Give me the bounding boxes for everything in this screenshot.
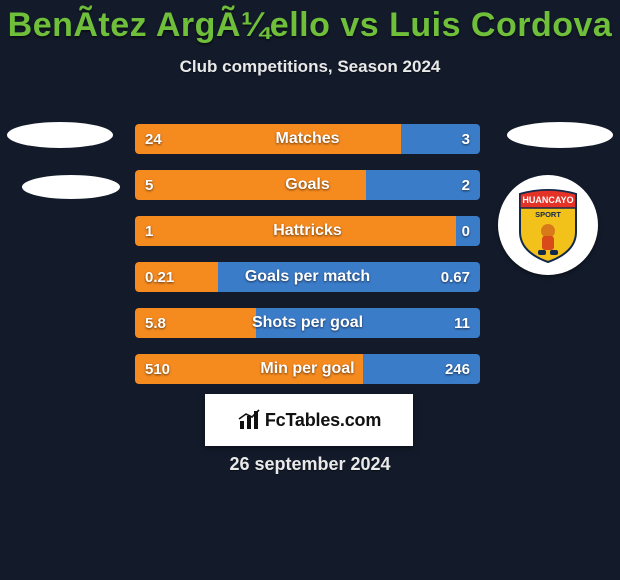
stat-row: Matches243 (135, 124, 480, 154)
stat-row: Goals per match0.210.67 (135, 262, 480, 292)
stat-row: Hattricks10 (135, 216, 480, 246)
ellipse-flag (507, 122, 613, 148)
crest-top-text: HUANCAYO (522, 195, 573, 205)
brand-box[interactable]: FcTables.com (205, 394, 413, 446)
stat-row: Goals52 (135, 170, 480, 200)
left-club-crest (22, 175, 120, 199)
bar-left (135, 170, 366, 200)
bar-right (401, 124, 480, 154)
right-club-crest: HUANCAYO SPORT (498, 175, 598, 275)
bar-left (135, 262, 218, 292)
bar-right (456, 216, 480, 246)
bar-right (256, 308, 480, 338)
ellipse-flag (7, 122, 113, 148)
right-country-flag (507, 122, 613, 148)
crest-circle: HUANCAYO SPORT (498, 175, 598, 275)
bar-left (135, 308, 256, 338)
shield-icon: HUANCAYO SPORT (516, 186, 580, 264)
left-country-flag (7, 122, 113, 148)
stats-icon (237, 408, 261, 432)
stat-row: Min per goal510246 (135, 354, 480, 384)
page-title: BenÃ­tez ArgÃ¼ello vs Luis Cordova (0, 0, 620, 45)
bar-right (218, 262, 480, 292)
stats-bars: Matches243 Goals52 Hattricks10 Goals per ma… (135, 124, 480, 400)
stat-row: Shots per goal5.811 (135, 308, 480, 338)
bar-left (135, 354, 363, 384)
bar-right (363, 354, 480, 384)
subtitle: Club competitions, Season 2024 (0, 57, 620, 77)
crest-sub-text: SPORT (535, 210, 561, 219)
ellipse-flag (22, 175, 120, 199)
bar-left (135, 216, 456, 246)
brand-text: FcTables.com (265, 410, 381, 431)
bar-right (366, 170, 480, 200)
bar-left (135, 124, 401, 154)
date-label: 26 september 2024 (0, 454, 620, 475)
